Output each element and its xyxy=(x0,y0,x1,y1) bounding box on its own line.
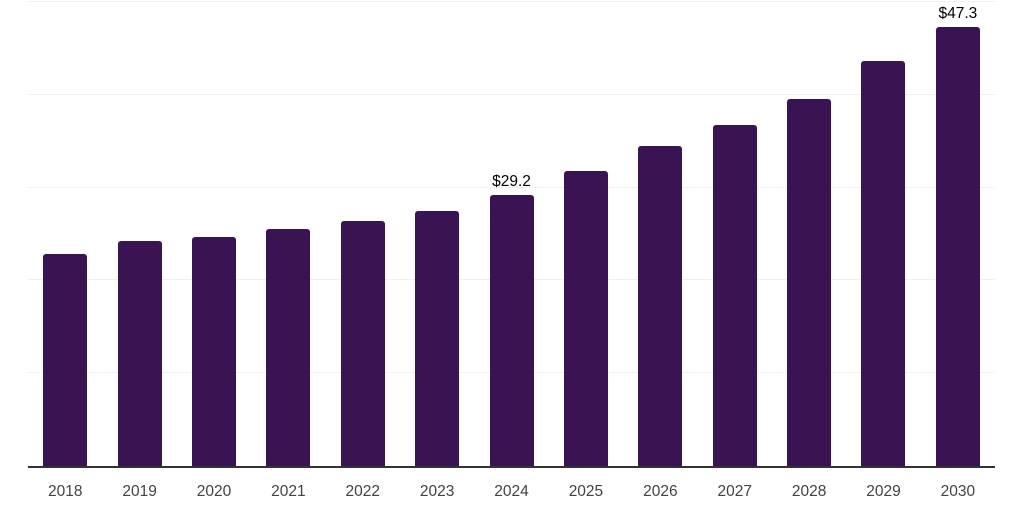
bar-2029[interactable] xyxy=(861,61,906,466)
bar-cell-2030: $47.3 xyxy=(921,2,995,466)
bar-cell-2025 xyxy=(549,2,623,466)
bars-layer: $29.2 $47.3 xyxy=(28,2,995,466)
x-axis-label-2030: 2030 xyxy=(940,483,976,500)
x-axis-label-2023: 2023 xyxy=(419,483,455,500)
x-axis-label-2025: 2025 xyxy=(568,483,604,500)
bar-cell-2018 xyxy=(28,2,102,466)
x-axis-labels: 2018 2019 2020 2021 2022 2023 2024 2025 2026 2027… xyxy=(28,483,995,501)
bar-value-label-2024: $29.2 xyxy=(492,173,531,191)
bar-cell-2020 xyxy=(177,2,251,466)
bar-cell-2024: $29.2 xyxy=(474,2,548,466)
gridline-50 xyxy=(28,1,995,2)
x-axis-label-2019: 2019 xyxy=(122,483,157,500)
x-axis-label-2022: 2022 xyxy=(345,483,380,500)
bar-cell-2029 xyxy=(846,2,920,466)
x-axis-label-2021: 2021 xyxy=(271,483,306,500)
bar-value-label-2030: $47.3 xyxy=(938,5,978,23)
bar-cell-2023 xyxy=(400,2,474,466)
bar-2021[interactable] xyxy=(266,229,311,466)
x-axis-label-2028: 2028 xyxy=(791,483,827,500)
bar-2022[interactable] xyxy=(340,221,385,466)
bar-2023[interactable] xyxy=(415,210,460,466)
bar-cell-2027 xyxy=(698,2,772,466)
bar-cell-2028 xyxy=(772,2,846,466)
gridline-30 xyxy=(28,186,995,188)
bar-2028[interactable] xyxy=(787,98,832,466)
plot-area: $29.2 $47.3 xyxy=(28,1,995,468)
bar-2027[interactable] xyxy=(712,124,757,466)
gridline-40 xyxy=(28,93,995,95)
bar-2025[interactable] xyxy=(563,170,608,466)
bar-cell-2019 xyxy=(102,2,176,466)
bar-2024[interactable] xyxy=(489,195,534,466)
x-axis-label-2024: 2024 xyxy=(494,483,529,500)
x-axis-label-2027: 2027 xyxy=(717,483,752,500)
x-axis-label-2020: 2020 xyxy=(196,483,232,500)
bar-cell-2021 xyxy=(251,2,325,466)
bar-2020[interactable] xyxy=(191,236,236,466)
bar-2019[interactable] xyxy=(117,241,162,466)
bar-2030[interactable] xyxy=(935,27,980,466)
bar-cell-2026 xyxy=(623,2,697,466)
bar-2018[interactable] xyxy=(43,254,88,466)
bar-cell-2022 xyxy=(326,2,400,466)
x-axis-label-2029: 2029 xyxy=(866,483,901,500)
x-axis-label-2026: 2026 xyxy=(643,483,678,500)
bar-2026[interactable] xyxy=(638,145,683,466)
x-axis-label-2018: 2018 xyxy=(47,483,83,500)
